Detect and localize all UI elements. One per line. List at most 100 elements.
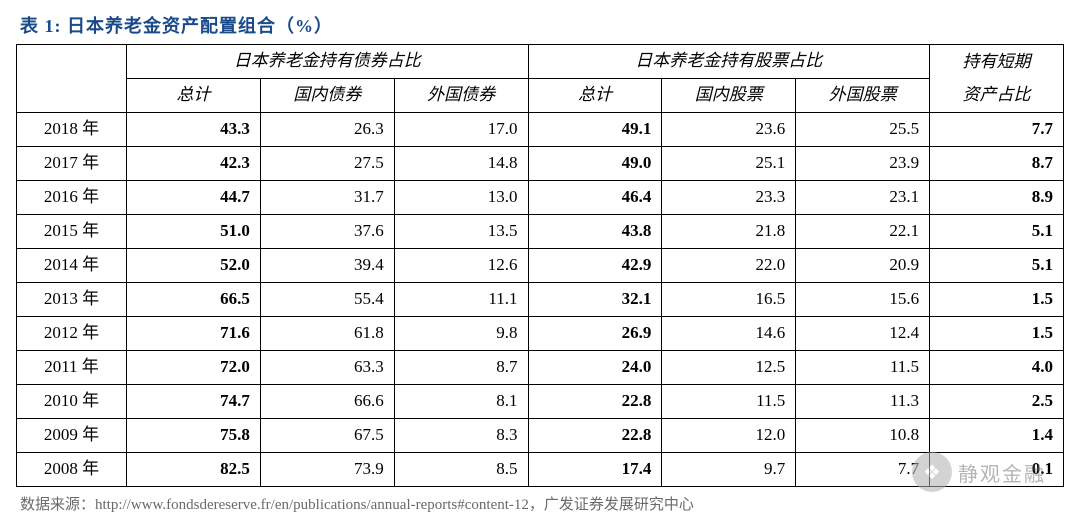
value-cell: 20.9	[796, 249, 930, 283]
header-for-bonds: 外国债券	[394, 79, 528, 113]
value-cell: 21.8	[662, 215, 796, 249]
value-cell: 43.3	[127, 113, 261, 147]
year-cell: 2009 年	[17, 419, 127, 453]
value-cell: 5.1	[930, 215, 1064, 249]
value-cell: 63.3	[260, 351, 394, 385]
header-group-bonds: 日本养老金持有债券占比	[127, 45, 529, 79]
source-suffix: ，广发证券发展研究中心	[529, 497, 694, 513]
table-row: 2011 年72.063.38.724.012.511.54.0	[17, 351, 1064, 385]
year-cell: 2017 年	[17, 147, 127, 181]
value-cell: 22.0	[662, 249, 796, 283]
value-cell: 10.8	[796, 419, 930, 453]
table-title: 表 1: 日本养老金资产配置组合（%）	[20, 12, 1064, 38]
value-cell: 1.4	[930, 419, 1064, 453]
value-cell: 37.6	[260, 215, 394, 249]
value-cell: 49.1	[528, 113, 662, 147]
value-cell: 8.1	[394, 385, 528, 419]
value-cell: 22.8	[528, 385, 662, 419]
header-year-blank	[17, 45, 127, 113]
value-cell: 23.9	[796, 147, 930, 181]
value-cell: 14.6	[662, 317, 796, 351]
value-cell: 0.1	[930, 453, 1064, 487]
value-cell: 32.1	[528, 283, 662, 317]
value-cell: 4.0	[930, 351, 1064, 385]
source-label: 数据来源：	[20, 497, 95, 513]
value-cell: 17.4	[528, 453, 662, 487]
header-group-stocks: 日本养老金持有股票占比	[528, 45, 930, 79]
value-cell: 31.7	[260, 181, 394, 215]
value-cell: 25.5	[796, 113, 930, 147]
value-cell: 8.5	[394, 453, 528, 487]
table-row: 2013 年66.555.411.132.116.515.61.5	[17, 283, 1064, 317]
value-cell: 43.8	[528, 215, 662, 249]
table-row: 2009 年75.867.58.322.812.010.81.4	[17, 419, 1064, 453]
value-cell: 7.7	[796, 453, 930, 487]
source-url: http://www.fondsdereserve.fr/en/publicat…	[95, 497, 529, 513]
value-cell: 16.5	[662, 283, 796, 317]
value-cell: 11.5	[796, 351, 930, 385]
value-cell: 39.4	[260, 249, 394, 283]
value-cell: 72.0	[127, 351, 261, 385]
year-cell: 2008 年	[17, 453, 127, 487]
table-row: 2014 年52.039.412.642.922.020.95.1	[17, 249, 1064, 283]
value-cell: 42.3	[127, 147, 261, 181]
value-cell: 5.1	[930, 249, 1064, 283]
table-row: 2010 年74.766.68.122.811.511.32.5	[17, 385, 1064, 419]
value-cell: 49.0	[528, 147, 662, 181]
value-cell: 26.3	[260, 113, 394, 147]
value-cell: 7.7	[930, 113, 1064, 147]
header-group-shortterm-line2: 资产占比	[930, 79, 1064, 113]
value-cell: 27.5	[260, 147, 394, 181]
value-cell: 9.8	[394, 317, 528, 351]
header-stock-total: 总计	[528, 79, 662, 113]
year-cell: 2018 年	[17, 113, 127, 147]
value-cell: 51.0	[127, 215, 261, 249]
value-cell: 1.5	[930, 283, 1064, 317]
value-cell: 23.3	[662, 181, 796, 215]
data-source: 数据来源：http://www.fondsdereserve.fr/en/pub…	[16, 493, 1064, 514]
table-row: 2017 年42.327.514.849.025.123.98.7	[17, 147, 1064, 181]
value-cell: 8.7	[394, 351, 528, 385]
value-cell: 9.7	[662, 453, 796, 487]
value-cell: 11.3	[796, 385, 930, 419]
table-row: 2008 年82.573.98.517.49.77.70.1	[17, 453, 1064, 487]
value-cell: 46.4	[528, 181, 662, 215]
year-cell: 2015 年	[17, 215, 127, 249]
value-cell: 12.5	[662, 351, 796, 385]
value-cell: 12.6	[394, 249, 528, 283]
value-cell: 13.0	[394, 181, 528, 215]
value-cell: 61.8	[260, 317, 394, 351]
value-cell: 11.5	[662, 385, 796, 419]
value-cell: 52.0	[127, 249, 261, 283]
value-cell: 73.9	[260, 453, 394, 487]
value-cell: 23.6	[662, 113, 796, 147]
header-dom-stocks: 国内股票	[662, 79, 796, 113]
value-cell: 8.3	[394, 419, 528, 453]
value-cell: 75.8	[127, 419, 261, 453]
value-cell: 8.9	[930, 181, 1064, 215]
value-cell: 14.8	[394, 147, 528, 181]
value-cell: 66.6	[260, 385, 394, 419]
header-for-stocks: 外国股票	[796, 79, 930, 113]
value-cell: 55.4	[260, 283, 394, 317]
value-cell: 74.7	[127, 385, 261, 419]
table-row: 2012 年71.661.89.826.914.612.41.5	[17, 317, 1064, 351]
header-group-shortterm-line1: 持有短期	[930, 45, 1064, 79]
value-cell: 44.7	[127, 181, 261, 215]
value-cell: 1.5	[930, 317, 1064, 351]
table-row: 2015 年51.037.613.543.821.822.15.1	[17, 215, 1064, 249]
year-cell: 2013 年	[17, 283, 127, 317]
year-cell: 2010 年	[17, 385, 127, 419]
value-cell: 15.6	[796, 283, 930, 317]
value-cell: 2.5	[930, 385, 1064, 419]
pension-allocation-table: 日本养老金持有债券占比 日本养老金持有股票占比 持有短期 总计 国内债券 外国债…	[16, 44, 1064, 487]
header-dom-bonds: 国内债券	[260, 79, 394, 113]
value-cell: 11.1	[394, 283, 528, 317]
value-cell: 25.1	[662, 147, 796, 181]
year-cell: 2011 年	[17, 351, 127, 385]
value-cell: 12.4	[796, 317, 930, 351]
value-cell: 13.5	[394, 215, 528, 249]
value-cell: 67.5	[260, 419, 394, 453]
value-cell: 17.0	[394, 113, 528, 147]
value-cell: 26.9	[528, 317, 662, 351]
